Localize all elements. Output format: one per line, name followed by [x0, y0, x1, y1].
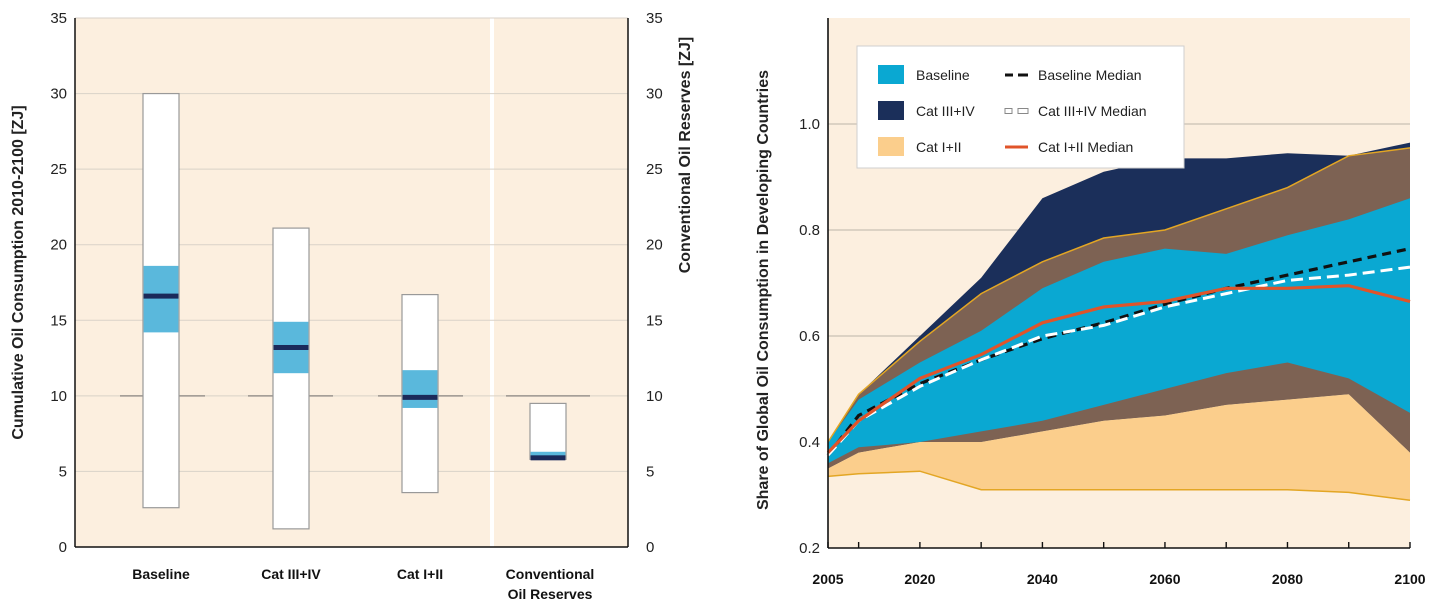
median-marker: [273, 344, 309, 350]
legend-line: [1004, 108, 1013, 114]
legend-label: Cat I+II: [916, 139, 962, 155]
interquartile-box: [530, 451, 566, 458]
right-y-tick-label: 5: [646, 463, 654, 480]
oil-share-area-chart: 2005 2020 2040 2060 2080 21000.20.40.60.81.0 …: [755, 18, 1426, 587]
right-chart-y-axis-title: Share of Global Oil Consumption in Devel…: [755, 70, 772, 510]
x-tick-label: 2100: [1394, 571, 1425, 587]
range-band: [828, 394, 1410, 501]
x-tick-label: 2080: [1272, 571, 1303, 587]
interquartile-box: [143, 265, 179, 333]
right-y-tick-label: 15: [646, 312, 663, 329]
x-tick-label: 2005: [812, 571, 843, 587]
legend-swatch: [878, 101, 904, 120]
legend-label: Baseline: [916, 67, 970, 83]
legend-swatch: [878, 137, 904, 156]
right-y-tick-label: 20: [646, 237, 663, 254]
right-y-axis-title: Conventional Oil Reserves [ZJ]: [677, 37, 694, 274]
right-y-tick-label: 0: [646, 539, 654, 556]
legend-label: Cat III+IV: [916, 103, 975, 119]
x-tick-label: 2020: [904, 571, 935, 587]
legend-label: Baseline Median: [1038, 67, 1142, 83]
left-y-tick-label: 25: [50, 161, 67, 178]
median-line: [826, 265, 1411, 457]
cumulative-oil-consumption-chart: 0 0 5 5 10 10 15 15 20 20 25 25 30 30 35 35 Cumulative …: [10, 10, 694, 602]
lower-edge-line: [827, 470, 1411, 502]
median-marker: [402, 394, 438, 400]
reserves-plot-background: [494, 18, 628, 547]
range-band: [828, 198, 1410, 464]
category-label: Cat III+IV: [261, 566, 321, 582]
x-tick-label: 2060: [1149, 571, 1180, 587]
legend-label: Cat III+IV Median: [1038, 103, 1147, 119]
median-marker: [143, 293, 179, 299]
right-y-tick-label: 10: [646, 388, 663, 405]
category-label: Oil Reserves: [508, 586, 593, 602]
left-y-tick-label: 20: [50, 237, 67, 254]
right-axes: 2005 2020 2040 2060 2080 2100 0.2 0.4 0.6 0.8 1.0: [799, 18, 1426, 587]
left-y-axis-title: Cumulative Oil Consumption 2010-2100 [ZJ…: [10, 105, 27, 439]
range-bars: [142, 92, 567, 530]
left-y-tick-label: 35: [50, 10, 67, 27]
range-bar: [272, 227, 310, 530]
y-tick-label: 0.8: [799, 222, 820, 239]
legend-swatch: [878, 65, 904, 84]
left-y-tick-label: 5: [59, 463, 67, 480]
legend-line: [1017, 108, 1029, 114]
y-tick-label: 0.6: [799, 328, 820, 345]
right-y-tick-label: 25: [646, 161, 663, 178]
y-tick-label: 0.2: [799, 540, 820, 557]
interquartile-box: [402, 370, 438, 408]
legend-label: Cat I+II Median: [1038, 139, 1133, 155]
range-bar: [529, 402, 567, 460]
left-axes: 0 0 5 5 10 10 15 15 20 20 25 25 30 30 35 35: [50, 10, 662, 556]
median-line: [826, 284, 1411, 454]
right-y-tick-label: 35: [646, 10, 663, 27]
category-label: Baseline: [132, 566, 190, 582]
y-tick-label: 1.0: [799, 116, 820, 133]
right-y-tick-label: 30: [646, 86, 663, 103]
left-y-tick-label: 15: [50, 312, 67, 329]
category-label: Conventional: [506, 566, 595, 582]
y-tick-label: 0.4: [799, 434, 820, 451]
range-bands: [827, 142, 1411, 502]
median-lines: [826, 247, 1411, 457]
category-label: Cat I+II: [397, 566, 443, 582]
left-y-tick-label: 10: [50, 388, 67, 405]
upper-edge-line: [827, 147, 1411, 443]
left-y-tick-label: 30: [50, 86, 67, 103]
legend: Baseline Baseline Median Cat III+IV Cat III…: [856, 45, 1185, 169]
left-y-tick-label: 0: [59, 539, 67, 556]
category-labels: Baseline Cat III+IV Cat I+II Conventional Oi…: [132, 566, 594, 602]
x-tick-label: 2040: [1027, 571, 1058, 587]
median-marker: [530, 455, 566, 461]
